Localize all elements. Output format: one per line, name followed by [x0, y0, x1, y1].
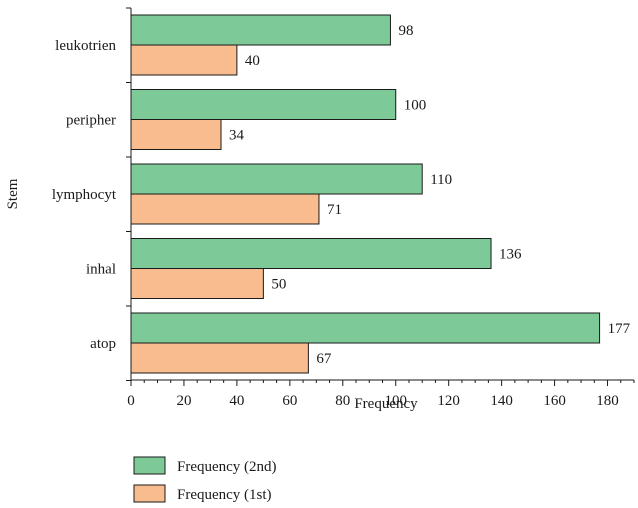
- data-label: 136: [499, 247, 522, 263]
- data-label: 98: [398, 23, 413, 39]
- data-label: 40: [245, 53, 260, 69]
- chart-axes: 0 20 40 60 80 100 120 140 160 180: [126, 7, 635, 409]
- bar: [130, 44, 238, 76]
- data-label: 100: [404, 98, 427, 114]
- category-label: peripher: [66, 113, 116, 129]
- bar: [130, 89, 397, 120]
- x-tick-label: 40: [229, 393, 244, 409]
- x-tick-label: 20: [176, 393, 191, 409]
- x-tick-label: 80: [335, 393, 350, 409]
- category-label: lymphocyt: [52, 187, 117, 203]
- bar: [130, 312, 601, 344]
- x-tick-label: 60: [282, 393, 297, 409]
- legend-swatch: [133, 456, 166, 475]
- bar: [130, 119, 222, 150]
- category-label: inhal: [86, 262, 116, 278]
- x-tick-label: 180: [596, 393, 619, 409]
- data-label: 34: [229, 128, 245, 144]
- data-label: 177: [608, 321, 631, 337]
- data-label: 110: [430, 172, 452, 188]
- x-tick-label: 140: [490, 393, 513, 409]
- legend-swatch: [133, 484, 166, 503]
- chart-bars: [130, 14, 601, 374]
- bar: [130, 163, 423, 195]
- bar: [130, 14, 391, 46]
- legend: Frequency (2nd) Frequency (1st): [133, 456, 277, 503]
- bar: [130, 238, 492, 269]
- y-axis-title: Stem: [5, 178, 21, 209]
- legend-label: Frequency (2nd): [177, 459, 277, 475]
- x-tick-label: 0: [127, 393, 135, 409]
- chart-labels: 98 40 leukotrien 100 34 peripher 110 71 lymphocy…: [52, 23, 631, 367]
- data-label: 71: [327, 202, 342, 218]
- data-label: 67: [316, 351, 332, 367]
- bar: [130, 342, 309, 374]
- x-tick-label: 120: [437, 393, 460, 409]
- category-label: leukotrien: [55, 38, 116, 54]
- data-label: 50: [271, 277, 286, 293]
- x-axis-title: Frequency: [354, 396, 418, 412]
- category-label: atop: [90, 336, 116, 352]
- bar: [130, 268, 264, 299]
- x-tick-label: 100: [384, 393, 407, 409]
- legend-label: Frequency (1st): [177, 487, 272, 503]
- x-tick-label: 160: [543, 393, 566, 409]
- bar: [130, 193, 320, 225]
